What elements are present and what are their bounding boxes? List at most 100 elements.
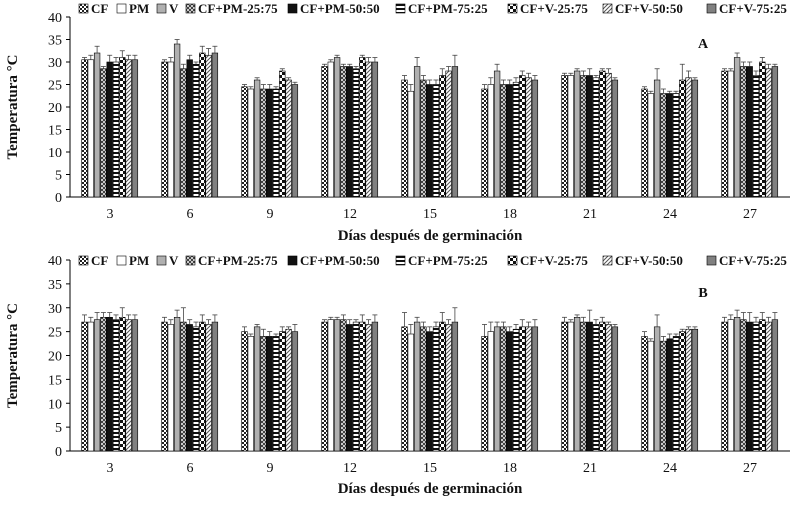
y-axis-title: Temperatura °C (5, 54, 21, 159)
legend-label-cf-pm-75-25: CF+PM-75:25 (408, 1, 488, 16)
bar-cf-day-24 (641, 88, 648, 198)
bar-cf-pm-75-25-day-9 (272, 336, 280, 452)
bar-cf-pm-50-50-day-9 (266, 336, 273, 452)
legend-swatch-cf-pm-75-25 (395, 3, 406, 14)
bar-cf-pm-25-75-day-3 (100, 68, 107, 198)
bar-cf-v-50-50-day-18 (525, 77, 532, 198)
x-tick-label: 15 (423, 207, 437, 222)
legend-swatch-cf-v-50-50 (602, 3, 613, 14)
bar-cf-pm-50-50-day-27 (746, 66, 753, 198)
y-tick-label: 10 (48, 146, 62, 161)
bar-cf-day-12 (321, 66, 328, 198)
x-tick-label: 3 (107, 207, 114, 222)
bar-cf-day-9 (241, 331, 248, 452)
legend-swatch-cf (78, 3, 89, 14)
bar-cf-day-27 (721, 321, 728, 452)
y-tick-label: 5 (55, 169, 62, 184)
bar-cf-v-75-25-day-6 (211, 321, 219, 452)
bar-cf-pm-50-50-day-6 (186, 324, 193, 452)
bar-cf-pm-25-75-day-12 (340, 319, 347, 452)
x-tick-label: 6 (187, 461, 194, 476)
legend-label-pm: PM (129, 253, 149, 268)
x-tick-label: 12 (343, 207, 357, 222)
bar-cf-pm-25-75-day-27 (740, 66, 747, 198)
bar-cf-pm-50-50-day-9 (266, 88, 273, 198)
bar-cf-v-50-50-day-21 (605, 72, 612, 198)
x-axis-title: Días después de germinación (338, 481, 523, 497)
bar-cf-pm-75-25-day-24 (672, 336, 680, 452)
bar-pm-day-9 (247, 88, 254, 198)
bar-cf-v-25-75-day-24 (679, 331, 686, 452)
bar-cf-v-75-25-day-18 (531, 326, 539, 452)
y-tick-label: 5 (55, 421, 62, 436)
bar-cf-v-25-75-day-9 (279, 331, 286, 452)
bar-cf-pm-25-75-day-18 (500, 84, 507, 198)
bar-cf-pm-75-25-day-21 (592, 324, 600, 452)
legend-label-cf-v-25-75: CF+V-25:75 (520, 253, 588, 268)
bar-cf-day-15 (401, 79, 408, 198)
bar-cf-day-24 (641, 336, 648, 452)
legend-swatch-pm (116, 255, 127, 266)
bar-pm-day-6 (167, 61, 174, 198)
bar-cf-pm-75-25-day-18 (512, 328, 520, 452)
bar-cf-pm-75-25-day-21 (592, 77, 600, 198)
bar-cf-pm-50-50-day-21 (586, 75, 593, 198)
bar-cf-v-25-75-day-9 (279, 70, 286, 198)
y-tick-label: 0 (55, 445, 62, 460)
legend-label-cf-v-25-75: CF+V-25:75 (520, 1, 588, 16)
legend-swatch-cf-pm-50-50 (287, 255, 298, 266)
x-tick-label: 18 (503, 207, 517, 222)
bar-cf-v-25-75-day-3 (119, 316, 126, 452)
bar-cf-day-15 (401, 326, 408, 452)
bar-cf-pm-50-50-day-3 (106, 61, 113, 198)
legend-label-cf: CF (91, 253, 108, 268)
panel-b: 0 5 10 15 20 25 30 35 40 Temperatura °C Días despu… (5, 253, 790, 497)
bar-v-day-18 (493, 70, 501, 198)
bar-cf-v-75-25-day-12 (371, 321, 379, 452)
bar-pm-day-18 (487, 331, 494, 452)
bar-cf-v-50-50-day-12 (365, 324, 372, 452)
bar-pm-day-3 (87, 321, 94, 452)
bar-cf-pm-50-50-day-12 (346, 324, 353, 452)
legend-label-cf-pm-50-50: CF+PM-50:50 (300, 253, 380, 268)
bar-cf-day-12 (321, 321, 328, 452)
x-tick-label: 6 (187, 207, 194, 222)
bar-cf-pm-50-50-day-3 (106, 316, 113, 452)
bar-cf-pm-75-25-day-3 (112, 61, 120, 198)
bar-cf-v-25-75-day-12 (359, 57, 366, 198)
bar-v-day-6 (173, 316, 181, 452)
bar-pm-day-3 (87, 59, 94, 198)
bar-cf-pm-25-75-day-27 (740, 319, 747, 452)
bar-v-day-15 (413, 66, 421, 198)
bar-cf-v-25-75-day-24 (679, 79, 686, 198)
legend-swatch-v (156, 255, 167, 266)
bar-v-day-24 (653, 79, 661, 198)
x-tick-label: 18 (503, 461, 517, 476)
y-tick-label: 40 (48, 11, 62, 26)
x-tick-label: 15 (423, 461, 437, 476)
bar-cf-pm-75-25-day-27 (752, 75, 760, 198)
legend-label-v: V (169, 253, 179, 268)
bar-cf-v-75-25-day-15 (451, 321, 459, 452)
bar-cf-v-75-25-day-3 (131, 319, 139, 452)
x-tick-label: 27 (743, 461, 757, 476)
legend: CF PM V CF+PM-25:75 CF+PM-50:50 CF+PM-75:25 CF… (78, 253, 787, 268)
bar-v-day-3 (93, 52, 101, 198)
bar-v-day-9 (253, 79, 261, 198)
legend-label-cf-v-50-50: CF+V-50:50 (615, 1, 683, 16)
bar-cf-day-3 (81, 321, 88, 452)
bar-cf-pm-75-25-day-6 (192, 326, 200, 452)
x-tick-label: 12 (343, 461, 357, 476)
bar-pm-day-15 (407, 333, 414, 452)
legend-swatch-cf-pm-75-25 (395, 255, 406, 266)
bar-pm-day-15 (407, 90, 414, 198)
bar-cf-pm-25-75-day-15 (420, 79, 427, 198)
legend-swatch-cf-v-25-75 (507, 3, 518, 14)
legend-swatch-cf-pm-25-75 (185, 3, 196, 14)
bar-pm-day-9 (247, 336, 254, 452)
legend-swatch-cf-v-50-50 (602, 255, 613, 266)
bar-cf-pm-75-25-day-12 (352, 321, 360, 452)
bar-pm-day-18 (487, 84, 494, 198)
bar-cf-v-75-25-day-15 (451, 66, 459, 198)
